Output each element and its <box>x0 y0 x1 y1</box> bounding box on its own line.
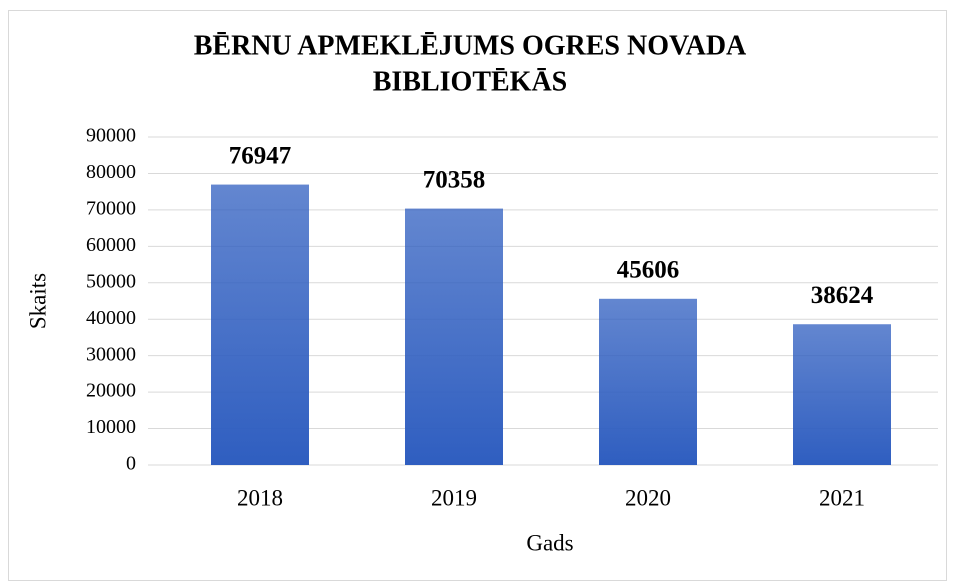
chart-title: BĒRNU APMEKLĒJUMS OGRES NOVADA <box>194 30 747 61</box>
y-tick-label: 50000 <box>86 270 136 292</box>
data-label: 70358 <box>423 166 486 193</box>
y-tick-label: 80000 <box>86 161 136 183</box>
data-label: 76947 <box>229 142 292 169</box>
y-axis-label: Skaits <box>25 273 50 329</box>
bar <box>405 208 503 466</box>
y-tick-label: 90000 <box>86 125 136 147</box>
data-label: 38624 <box>811 282 874 309</box>
bar <box>793 324 891 465</box>
y-tick-label: 0 <box>126 453 136 475</box>
x-tick-label: 2018 <box>237 485 283 510</box>
x-tick-label: 2020 <box>625 485 671 510</box>
data-label: 45606 <box>617 257 680 284</box>
y-tick-label: 30000 <box>86 343 136 365</box>
chart-title: BIBLIOTĒKĀS <box>373 66 568 97</box>
x-tick-label: 2021 <box>819 485 865 510</box>
bar <box>599 298 697 465</box>
y-tick-label: 60000 <box>86 234 136 256</box>
y-tick-label: 70000 <box>86 197 136 219</box>
y-tick-label: 40000 <box>86 307 136 329</box>
x-tick-label: 2019 <box>431 485 477 510</box>
bar <box>211 184 309 466</box>
y-tick-label: 20000 <box>86 380 136 402</box>
x-axis-label: Gads <box>526 530 573 555</box>
y-tick-label: 10000 <box>86 416 136 438</box>
